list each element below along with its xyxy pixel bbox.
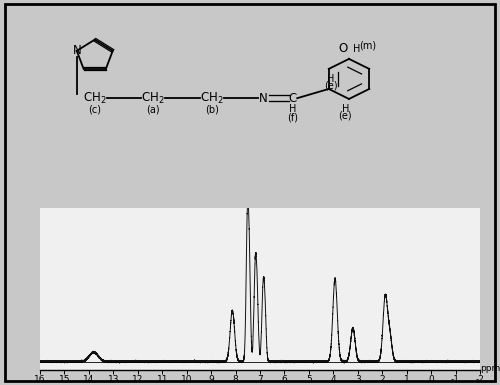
Text: (b): (b) — [205, 105, 218, 115]
Text: H: H — [328, 74, 334, 84]
Text: H: H — [289, 104, 296, 114]
Text: N: N — [72, 44, 81, 57]
Text: (e): (e) — [324, 80, 338, 90]
Text: H: H — [342, 104, 349, 114]
Text: (c): (c) — [88, 105, 102, 115]
Text: (m): (m) — [359, 40, 376, 50]
Text: CH$_2$: CH$_2$ — [142, 90, 165, 106]
Text: (e): (e) — [338, 110, 352, 121]
Text: (a): (a) — [146, 105, 160, 115]
Text: O: O — [338, 42, 347, 55]
Text: H: H — [352, 44, 360, 54]
Text: (f): (f) — [288, 112, 298, 122]
Text: C: C — [288, 92, 297, 105]
Text: CH$_2$: CH$_2$ — [200, 90, 224, 106]
Text: CH$_2$: CH$_2$ — [83, 90, 106, 106]
Text: ppm: ppm — [480, 365, 500, 373]
Text: N: N — [259, 92, 268, 105]
